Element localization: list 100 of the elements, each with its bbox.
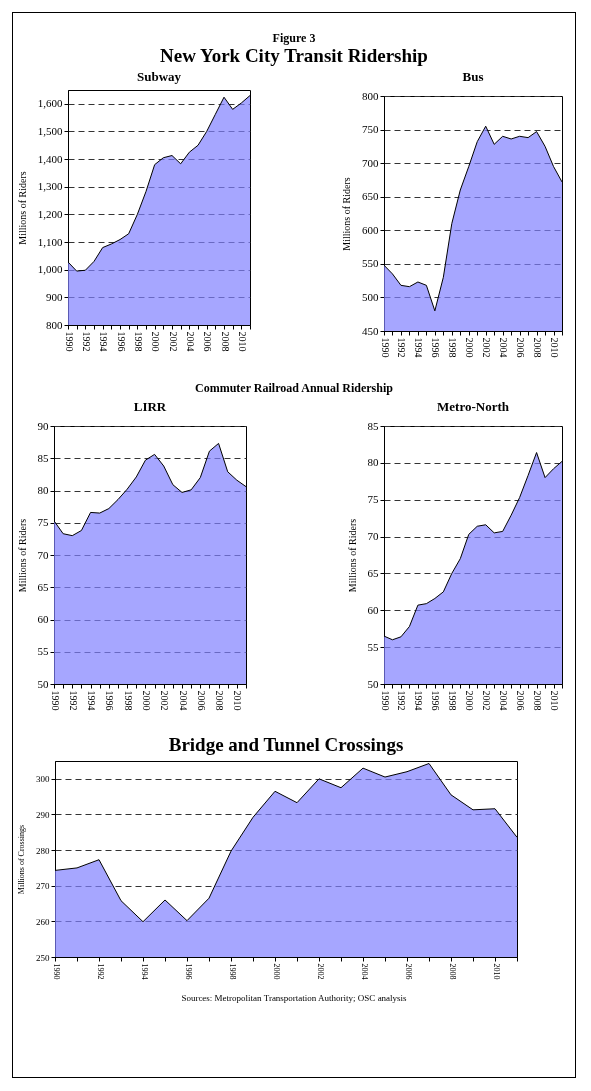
x-tick-label: 1998 bbox=[447, 337, 459, 358]
y-tick-label: 550 bbox=[362, 257, 379, 270]
y-tick-label: 60 bbox=[37, 613, 49, 625]
y-tick-label: 300 bbox=[36, 774, 50, 785]
y-tick-label: 80 bbox=[367, 456, 379, 469]
x-tick-label: 2010 bbox=[549, 690, 561, 711]
source-note: Sources: Metropolitan Transportation Authority; OSC analysis bbox=[180, 992, 408, 1005]
y-axis-title: Millions of Riders bbox=[16, 171, 28, 245]
x-tick-label: 2000 bbox=[464, 337, 476, 358]
x-tick-label: 2004 bbox=[184, 331, 196, 352]
x-tick-label: 2002 bbox=[159, 690, 171, 711]
x-tick-label: 1992 bbox=[95, 963, 105, 980]
y-axis-title: Millions of Crossings bbox=[17, 824, 26, 895]
x-tick-label: 1990 bbox=[379, 337, 391, 358]
chart-title: Subway bbox=[136, 69, 182, 84]
x-tick-label: 2008 bbox=[532, 690, 544, 711]
x-tick-label: 2002 bbox=[167, 331, 179, 352]
y-tick-label: 900 bbox=[46, 290, 63, 303]
y-axis-title: Millions of Riders bbox=[346, 518, 358, 593]
x-tick-label: 1994 bbox=[139, 963, 149, 980]
x-tick-label: 2008 bbox=[214, 690, 226, 711]
x-tick-label: 1990 bbox=[49, 690, 61, 711]
x-tick-label: 2004 bbox=[177, 690, 189, 711]
x-tick-label: 2002 bbox=[315, 963, 325, 980]
x-tick-label: 2010 bbox=[232, 690, 244, 711]
y-tick-label: 75 bbox=[37, 516, 49, 529]
x-tick-label: 1992 bbox=[396, 690, 408, 711]
x-tick-label: 1998 bbox=[227, 963, 237, 980]
y-tick-label: 700 bbox=[362, 156, 379, 169]
y-tick-label: 85 bbox=[367, 419, 379, 432]
y-axis-title: Millions of Riders bbox=[341, 177, 352, 251]
x-tick-label: 2006 bbox=[202, 331, 214, 352]
x-tick-label: 2000 bbox=[271, 963, 281, 980]
text: New York City Transit Ridership bbox=[159, 45, 429, 67]
x-tick-label: 2002 bbox=[481, 690, 493, 711]
y-tick-label: 500 bbox=[362, 290, 379, 303]
y-tick-label: 75 bbox=[367, 493, 379, 506]
x-tick-label: 2010 bbox=[236, 331, 248, 352]
x-tick-label: 1996 bbox=[183, 963, 193, 980]
x-tick-label: 1998 bbox=[122, 690, 134, 711]
x-tick-label: 2006 bbox=[195, 690, 207, 711]
x-tick-label: 1992 bbox=[67, 690, 79, 711]
y-tick-label: 65 bbox=[37, 580, 49, 593]
y-tick-label: 750 bbox=[362, 123, 379, 136]
x-tick-label: 2010 bbox=[549, 337, 561, 358]
x-tick-label: 1996 bbox=[104, 690, 116, 711]
x-tick-label: 1998 bbox=[132, 331, 144, 352]
y-tick-label: 290 bbox=[36, 809, 50, 820]
y-tick-label: 1,100 bbox=[37, 235, 63, 248]
y-tick-label: 270 bbox=[36, 881, 50, 892]
x-tick-label: 2006 bbox=[515, 690, 527, 711]
x-tick-label: 2008 bbox=[532, 337, 544, 358]
x-tick-label: 2004 bbox=[498, 337, 510, 358]
x-tick-label: 2004 bbox=[498, 690, 510, 711]
y-axis-title: Millions of Riders bbox=[16, 518, 28, 593]
y-tick-label: 1,400 bbox=[37, 152, 63, 165]
x-tick-label: 1990 bbox=[379, 690, 391, 711]
y-tick-label: 50 bbox=[367, 677, 379, 690]
x-tick-label: 2006 bbox=[403, 963, 413, 980]
x-tick-label: 1996 bbox=[115, 331, 127, 352]
x-tick-label: 1996 bbox=[430, 690, 442, 711]
x-tick-label: 2006 bbox=[515, 337, 527, 358]
y-tick-label: 800 bbox=[362, 89, 379, 102]
x-tick-label: 1994 bbox=[413, 337, 425, 358]
x-tick-label: 2000 bbox=[150, 331, 162, 352]
x-tick-label: 1990 bbox=[63, 331, 75, 352]
x-tick-label: 1994 bbox=[413, 690, 425, 711]
x-tick-label: 1992 bbox=[396, 337, 408, 358]
x-tick-label: 1998 bbox=[447, 690, 459, 711]
x-tick-label: 2002 bbox=[481, 337, 493, 358]
x-tick-label: 2010 bbox=[491, 963, 501, 980]
text: Commuter Railroad Annual Ridership bbox=[194, 381, 394, 395]
x-tick-label: 1996 bbox=[430, 337, 442, 358]
y-tick-label: 1,600 bbox=[37, 97, 63, 110]
x-tick-label: 2000 bbox=[140, 690, 152, 711]
y-tick-label: 1,300 bbox=[37, 180, 63, 193]
y-tick-label: 55 bbox=[37, 645, 49, 658]
x-tick-label: 2000 bbox=[464, 690, 476, 711]
y-tick-label: 85 bbox=[37, 451, 49, 464]
y-tick-label: 450 bbox=[362, 324, 379, 337]
y-tick-label: 65 bbox=[367, 566, 379, 579]
chart-title: Bus bbox=[462, 69, 484, 84]
chart-title: Bridge and Tunnel Crossings bbox=[168, 734, 404, 755]
y-tick-label: 60 bbox=[367, 603, 379, 616]
x-tick-label: 1994 bbox=[98, 331, 110, 352]
y-tick-label: 70 bbox=[37, 548, 49, 561]
y-tick-label: 80 bbox=[37, 484, 49, 496]
y-tick-label: 50 bbox=[37, 677, 49, 690]
x-tick-label: 2008 bbox=[219, 331, 231, 352]
y-tick-label: 70 bbox=[367, 530, 379, 543]
y-tick-label: 280 bbox=[36, 845, 50, 856]
x-tick-label: 1990 bbox=[51, 963, 61, 980]
y-tick-label: 800 bbox=[46, 318, 63, 331]
y-tick-label: 1,200 bbox=[37, 207, 63, 220]
chart-title: Metro-North bbox=[437, 399, 510, 414]
x-tick-label: 1994 bbox=[86, 690, 98, 711]
y-tick-label: 260 bbox=[36, 916, 50, 927]
y-tick-label: 1,000 bbox=[37, 263, 63, 276]
y-tick-label: 55 bbox=[367, 640, 379, 653]
x-tick-label: 2008 bbox=[447, 963, 457, 980]
